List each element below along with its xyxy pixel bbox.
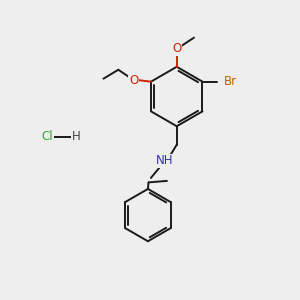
- Text: O: O: [129, 74, 138, 87]
- Text: H: H: [72, 130, 81, 143]
- Text: O: O: [172, 42, 182, 56]
- Text: Br: Br: [224, 75, 237, 88]
- Text: NH: NH: [156, 154, 174, 167]
- Text: Cl: Cl: [42, 130, 53, 143]
